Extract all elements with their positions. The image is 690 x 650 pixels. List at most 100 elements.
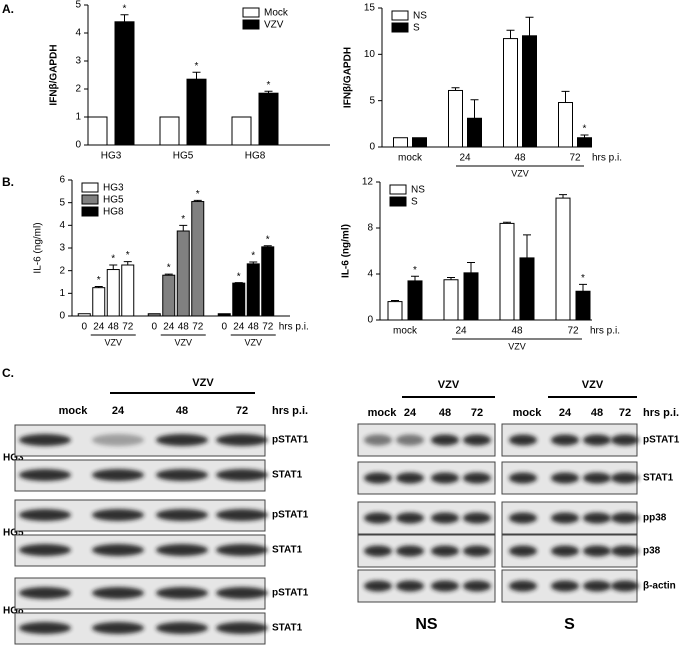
y-tick-label: 15 xyxy=(364,3,376,14)
significance-mark: * xyxy=(97,275,101,286)
legend-swatch xyxy=(81,194,99,205)
blot-band xyxy=(216,434,268,446)
legend-label: NS xyxy=(411,185,425,196)
x-tick-label: 0 xyxy=(81,322,87,333)
significance-mark: * xyxy=(195,61,199,72)
blot-band xyxy=(19,509,71,521)
column-label: mock xyxy=(368,407,398,419)
blot-band xyxy=(92,587,144,599)
bar xyxy=(407,280,423,321)
bar xyxy=(176,230,190,317)
x-tick-label: HG8 xyxy=(245,151,266,162)
bar xyxy=(77,313,91,317)
legend-label: NS xyxy=(413,11,427,22)
significance-mark: * xyxy=(126,250,130,261)
y-tick-label: 4 xyxy=(59,220,65,231)
error-bar xyxy=(561,90,570,103)
y-tick-label: 0 xyxy=(369,142,375,153)
band-label: pp38 xyxy=(643,513,667,524)
blot-band xyxy=(19,544,71,556)
bar xyxy=(448,89,463,148)
bar xyxy=(147,313,161,317)
y-tick-label: 10 xyxy=(364,49,376,60)
blot-band xyxy=(216,469,268,481)
error-bar xyxy=(506,29,515,39)
blot-band xyxy=(92,622,144,634)
y-tick-label: 12 xyxy=(362,177,374,188)
bar xyxy=(522,35,537,148)
legend-label: HG5 xyxy=(103,195,124,206)
legend-swatch xyxy=(389,196,407,207)
bar xyxy=(114,21,135,146)
blot-band xyxy=(92,434,144,446)
column-label: 72 xyxy=(236,405,248,417)
blot-band xyxy=(92,509,144,521)
x-axis-label: hrs p.i. xyxy=(592,153,622,164)
x-tick-label: mock xyxy=(393,326,418,337)
bar xyxy=(186,78,207,146)
error-bar xyxy=(123,261,132,265)
blot-band xyxy=(396,545,424,557)
significance-mark: * xyxy=(266,234,270,245)
error-bar xyxy=(467,262,475,273)
blot-band xyxy=(92,469,144,481)
legend-label: S xyxy=(411,197,418,208)
legend-label: Mock xyxy=(264,8,289,19)
blot-band xyxy=(431,580,459,592)
y-tick-label: 6 xyxy=(59,175,65,186)
group-label: VZV xyxy=(192,377,214,389)
blot-band xyxy=(551,472,579,484)
blot-band xyxy=(156,544,208,556)
legend-label: VZV xyxy=(264,20,284,31)
significance-mark: * xyxy=(583,124,587,135)
blot-band xyxy=(156,469,208,481)
bar xyxy=(387,301,403,321)
bar xyxy=(393,137,408,148)
blot-band xyxy=(364,434,392,446)
blot-band xyxy=(551,545,579,557)
blot-band xyxy=(156,622,208,634)
group-label: VZV xyxy=(508,341,526,351)
row-label: HG3 xyxy=(3,453,24,464)
panel-name: NS xyxy=(415,616,438,633)
y-axis-label: IFNβ/GAPDH xyxy=(343,47,354,108)
y-tick-label: 1 xyxy=(59,288,65,299)
blot-band xyxy=(509,512,537,524)
legend-swatch xyxy=(389,184,407,195)
blot-band xyxy=(431,472,459,484)
blot-band xyxy=(396,580,424,592)
bar xyxy=(217,313,231,317)
y-axis-label: IFNβ/GAPDH xyxy=(49,44,60,105)
legend-swatch xyxy=(391,10,409,21)
y-tick-label: 4 xyxy=(367,269,373,280)
bar xyxy=(246,263,260,317)
error-bar xyxy=(109,264,118,270)
significance-mark: * xyxy=(181,214,185,225)
legend-swatch xyxy=(242,7,260,18)
band-label: β-actin xyxy=(643,581,676,592)
error-bar xyxy=(179,224,188,231)
x-tick-label: 72 xyxy=(262,322,274,333)
row-label: HG8 xyxy=(3,606,24,617)
x-tick-label: 72 xyxy=(569,153,581,164)
error-bar xyxy=(249,261,258,264)
bar xyxy=(191,201,205,317)
y-tick-label: 5 xyxy=(75,0,81,11)
error-bar xyxy=(120,14,129,22)
error-bar xyxy=(391,299,399,302)
blot-band xyxy=(19,587,71,599)
blot-band xyxy=(396,434,424,446)
error-bar xyxy=(470,99,479,119)
x-tick-label: 48 xyxy=(178,322,190,333)
column-label: mock xyxy=(513,407,543,419)
bar xyxy=(159,116,180,146)
row-label: HG5 xyxy=(3,528,24,539)
error-bar xyxy=(192,71,201,80)
bar xyxy=(261,246,275,317)
error-bar xyxy=(94,286,103,288)
panel-label: A. xyxy=(2,2,14,16)
error-bar xyxy=(451,87,460,91)
column-label: 72 xyxy=(471,407,483,419)
blot-band xyxy=(431,512,459,524)
